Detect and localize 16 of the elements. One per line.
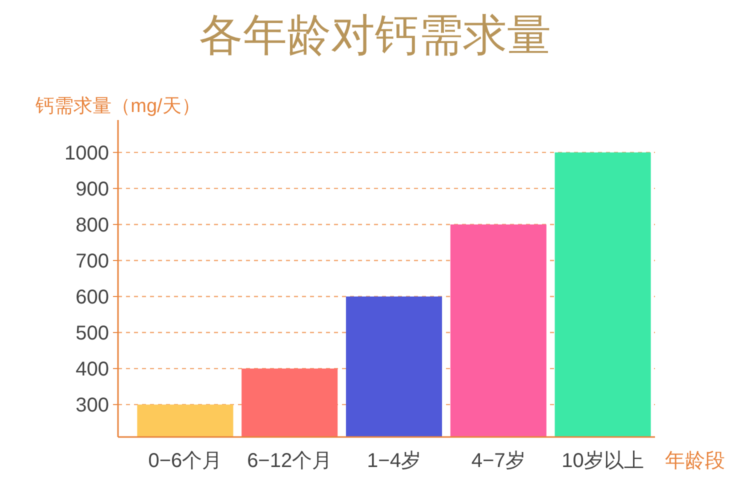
x-tick-label: 1−4岁 bbox=[367, 450, 421, 472]
x-tick-label: 6−12个月 bbox=[247, 450, 332, 472]
x-tick-label: 4−7岁 bbox=[471, 450, 526, 472]
y-tick-label: 800 bbox=[76, 214, 109, 236]
y-tick-label: 600 bbox=[76, 286, 109, 309]
y-tick-label: 900 bbox=[76, 178, 109, 200]
x-axis-title: 年龄段 bbox=[665, 450, 725, 472]
y-axis-title: 钙需求量（mg/天） bbox=[34, 96, 200, 117]
y-tick-label: 300 bbox=[76, 394, 109, 417]
x-tick-label: 10岁以上 bbox=[562, 450, 644, 472]
y-tick-label: 700 bbox=[76, 250, 109, 272]
x-tick-label: 0−6个月 bbox=[148, 450, 222, 472]
chart-title: 各年龄对钙需求量 bbox=[199, 11, 551, 60]
y-tick-label: 500 bbox=[76, 322, 109, 345]
y-tick-label: 1000 bbox=[64, 142, 109, 164]
y-tick-label: 400 bbox=[76, 358, 109, 381]
